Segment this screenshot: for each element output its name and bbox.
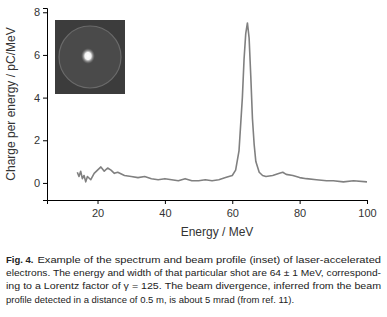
inset-background <box>55 20 125 94</box>
x-tick: 40 <box>159 200 171 219</box>
inset-beam-spot <box>81 48 95 64</box>
x-tick-mark <box>165 200 166 204</box>
x-tick-label: 80 <box>294 207 306 219</box>
x-tick: 100 <box>358 200 376 219</box>
x-tick: 80 <box>294 200 306 219</box>
y-tick-mark <box>43 98 47 99</box>
x-axis: 20 40 60 80 100 <box>48 200 377 219</box>
y-tick: 0 <box>34 177 47 189</box>
x-tick-mark <box>98 200 99 204</box>
y-tick-label: 0 <box>34 177 40 189</box>
x-tick-label: 60 <box>227 207 239 219</box>
y-tick-mark <box>43 12 47 13</box>
caption-line: electrons. The energy and width of that … <box>6 267 381 278</box>
x-axis-title: Energy / MeV <box>181 225 254 239</box>
y-tick-mark <box>43 55 47 56</box>
caption-label: Fig. 4. <box>6 254 33 265</box>
y-tick-label: 6 <box>34 49 40 61</box>
inset-beam-profile <box>55 20 125 94</box>
caption-line: profile detected in a distance of 0.5 m,… <box>6 294 294 305</box>
x-tick: 20 <box>92 200 104 219</box>
x-tick-label: 40 <box>159 207 171 219</box>
figure: 20 40 60 80 100 0 2 4 6 8 Energy / MeV Charge per e… <box>0 0 387 317</box>
x-tick: 60 <box>227 200 239 219</box>
y-tick: 4 <box>34 92 47 104</box>
y-tick-mark <box>43 183 47 184</box>
y-tick: 6 <box>34 49 47 61</box>
caption-line: ing to a Lorentz factor of γ = 125. The … <box>6 280 381 291</box>
y-tick: 8 <box>34 6 47 18</box>
y-tick-label: 8 <box>34 6 40 18</box>
inset-aperture <box>59 26 121 88</box>
y-tick-label: 2 <box>34 134 40 146</box>
caption-line: Example of the spectrum and beam profile… <box>37 254 381 265</box>
x-axis-line <box>48 201 368 205</box>
y-axis-title: Charge per energy / pC/MeV <box>4 27 18 180</box>
x-tick-label: 20 <box>92 207 104 219</box>
y-tick: 2 <box>34 134 47 146</box>
y-tick-mark <box>43 140 47 141</box>
y-tick-label: 4 <box>34 92 40 104</box>
y-axis-line <box>43 9 48 201</box>
y-axis: 0 2 4 6 8 <box>34 6 48 200</box>
x-tick-mark <box>232 200 233 204</box>
x-tick-label: 100 <box>358 207 376 219</box>
x-tick-mark <box>300 200 301 204</box>
caption: Fig. 4. Example of the spectrum and beam … <box>6 254 381 305</box>
x-tick-mark <box>367 200 368 204</box>
